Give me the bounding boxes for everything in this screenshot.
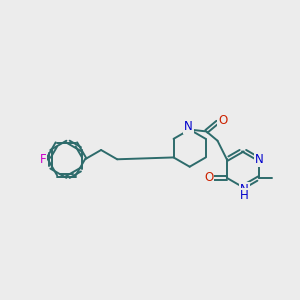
Text: N: N — [184, 120, 193, 133]
Text: O: O — [204, 171, 213, 184]
Text: H: H — [240, 189, 249, 202]
Text: O: O — [218, 114, 227, 127]
Text: N: N — [240, 182, 249, 196]
Text: F: F — [40, 153, 46, 166]
Text: N: N — [255, 153, 263, 166]
